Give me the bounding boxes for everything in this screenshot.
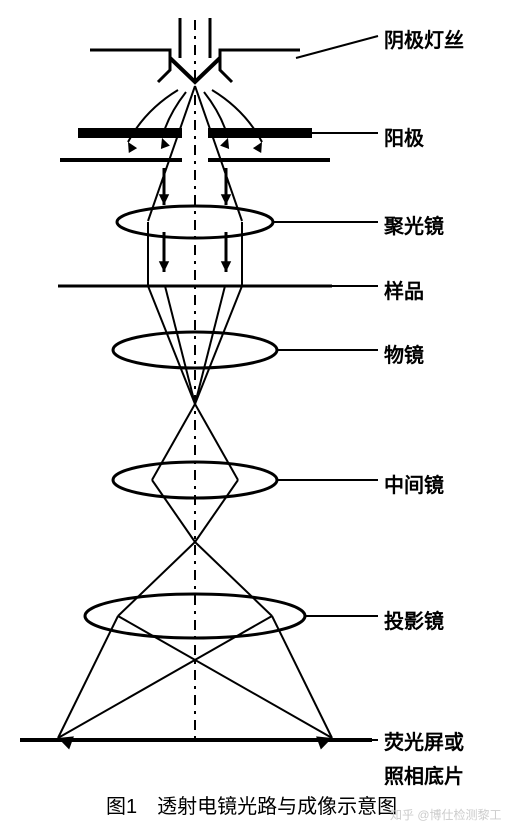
diagram-svg bbox=[0, 0, 528, 821]
label-sample: 样品 bbox=[384, 275, 424, 304]
label-anode: 阳极 bbox=[384, 122, 424, 151]
label-projector: 投影镜 bbox=[384, 605, 444, 634]
label-screen1: 荧光屏或 bbox=[384, 726, 464, 755]
figure-caption: 图1 透射电镜光路与成像示意图 bbox=[106, 790, 397, 819]
label-condenser: 聚光镜 bbox=[384, 210, 444, 239]
label-filament: 阴极灯丝 bbox=[384, 24, 464, 53]
tem-optical-diagram bbox=[0, 0, 528, 821]
watermark-text: 知乎 @博仕检测黎工 bbox=[390, 806, 502, 823]
label-intermediate: 中间镜 bbox=[384, 469, 444, 498]
label-objective: 物镜 bbox=[384, 339, 424, 368]
label-screen2: 照相底片 bbox=[384, 760, 464, 789]
